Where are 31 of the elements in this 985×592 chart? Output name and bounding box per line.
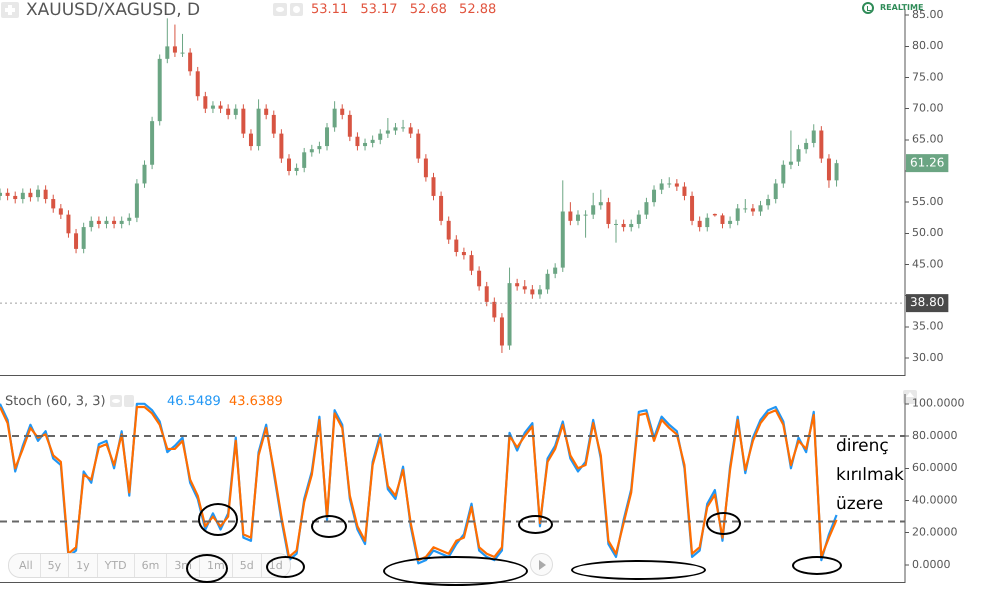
y-tick-label: 55.00 [912,195,944,208]
annotation: YTD [96,554,134,577]
y-tick-label: 80.0000 [912,428,958,442]
y-tick-label: 40.0000 [912,493,958,506]
y-tick-label: 30.00 [912,350,944,364]
annotation: 53.11 53.17 52.68 52.88 [311,2,496,17]
annotation: direnç kırılmak üzere [836,436,904,514]
y-tick-label: 45.00 [912,257,944,270]
y-tick-label: 60.0000 [912,461,958,474]
y-tick-label: 75.00 [912,70,944,84]
y-tick-label: 70.00 [912,102,944,115]
annotation: 61.26 [910,155,944,170]
annotation: 1y [68,554,97,577]
y-tick-label: 0.0000 [912,558,950,571]
ref-line-label: 38.80 [910,295,944,310]
annotation: 5d [232,554,261,577]
chart-title: Stoch (60, 3, 3) [5,394,106,409]
y-tick-label: 100.0000 [912,396,964,410]
annotation: 5y [40,554,68,577]
annotation: 6m [134,554,166,577]
annotation: 1d [260,554,290,577]
annotation: 1m [199,554,232,577]
annotation: 46.5489 [167,394,221,409]
y-tick-label: 20.0000 [912,526,958,539]
y-tick-label: 80.00 [912,39,944,52]
chart-title: XAUUSD/XAGUSD, D [26,0,200,20]
y-tick-label: 35.00 [912,320,944,333]
annotation: 43.6389 [229,394,283,409]
y-tick-label: 50.00 [912,226,944,240]
annotation: All [18,558,34,574]
y-tick-label: 65.00 [912,132,944,146]
